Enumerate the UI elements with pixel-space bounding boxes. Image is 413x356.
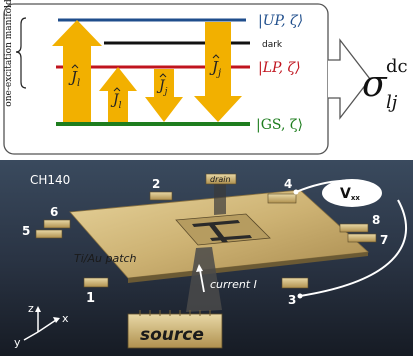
- hollow-arrow-right: [328, 38, 371, 120]
- operator-hats: [71, 54, 220, 92]
- contact-number-7: 7: [380, 233, 388, 247]
- level-label-lp: |LP, ζ⟩: [258, 60, 301, 76]
- contact-number-3: 3: [288, 293, 296, 307]
- arrow-label-jj-small: Jj: [156, 78, 168, 97]
- level-label-up: |UP, ζ⟩: [258, 13, 303, 29]
- source-pad-fingers: [139, 310, 211, 316]
- axis-label-x: x: [62, 312, 69, 325]
- arrow-up-large: [52, 20, 102, 122]
- voltmeter: [322, 179, 382, 207]
- axis-label-y: y: [14, 336, 21, 349]
- arrow-label-jl-small: Jl: [110, 92, 122, 111]
- hall-bar-channel-h: [192, 220, 240, 227]
- source-pad: [127, 313, 223, 349]
- arrow-down-large: [194, 22, 242, 122]
- drain-label: drain: [210, 175, 231, 184]
- contact-number-8: 8: [372, 213, 380, 227]
- current-arrow: [199, 269, 205, 293]
- conductivity-symbol: σ: [362, 64, 388, 105]
- hall-bar-channel-b: [210, 235, 252, 241]
- source-label: source: [140, 325, 204, 345]
- axis-label-z: z: [28, 302, 34, 315]
- patch-label: Ti/Au patch: [74, 252, 137, 265]
- coordinate-axes: [23, 310, 57, 341]
- current-arrow-head: [196, 264, 203, 272]
- plate-edge: [128, 252, 368, 283]
- contact-number-6: 6: [50, 205, 58, 219]
- manifold-bracket: [15, 17, 27, 89]
- contact-number-4: 4: [284, 177, 292, 191]
- arrow-down-small: [145, 69, 183, 122]
- wire-dot-3: [297, 293, 303, 299]
- conductivity-subscript: lj: [386, 92, 398, 113]
- voltmeter-label: Vxx: [340, 186, 360, 202]
- axis-x-head: [53, 317, 60, 323]
- device-photo: source drain current I Ti/Au patch CH140…: [0, 160, 413, 356]
- drain-channel: [214, 184, 226, 215]
- level-label-dark: dark: [262, 40, 283, 50]
- sample-label: CH140: [30, 173, 70, 187]
- level-label-gs: |GS, ζ⟩: [256, 117, 303, 133]
- contact-pads: [35, 173, 377, 289]
- contact-number-1: 1: [86, 291, 95, 306]
- axis-z-head: [35, 306, 41, 312]
- conductivity-superscript: dc: [386, 56, 408, 77]
- contact-number-5: 5: [22, 224, 30, 238]
- manifold-label: one-excitation manifold: [4, 0, 14, 107]
- energy-level-diagram: one-excitation manifold Jl Jl Jj Jj |UP,…: [3, 0, 408, 155]
- wire-dot-4: [293, 189, 299, 195]
- current-label: current I: [210, 278, 257, 291]
- current-channel: [186, 247, 222, 312]
- arrow-up-small: [99, 67, 137, 122]
- contact-number-2: 2: [152, 177, 160, 191]
